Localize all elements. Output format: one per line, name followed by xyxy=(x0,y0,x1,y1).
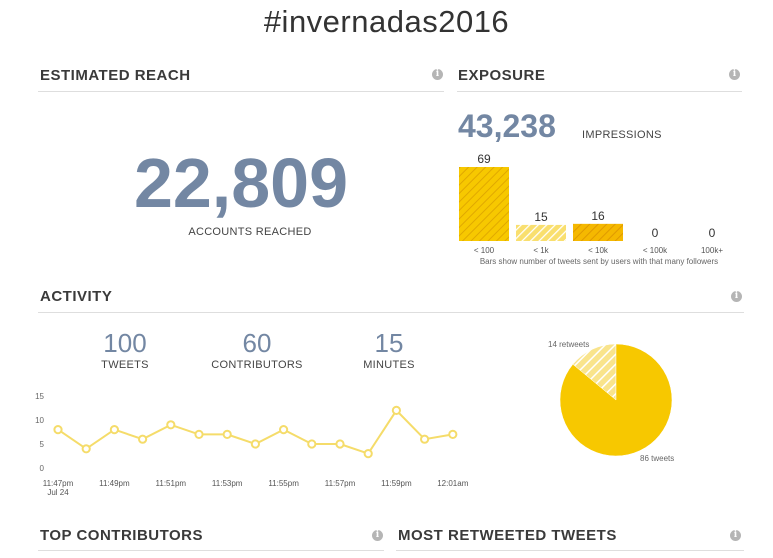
data-point[interactable] xyxy=(250,439,260,449)
bar-value-label: 15 xyxy=(534,210,548,224)
data-point[interactable] xyxy=(138,434,148,444)
estimated-reach-heading: ESTIMATED REACH xyxy=(40,67,191,84)
x-tick-label: 11:53pm xyxy=(212,479,243,488)
pie-slice-86-tweets[interactable] xyxy=(559,343,673,457)
data-point[interactable] xyxy=(222,429,232,440)
x-sub-tick-label: Jul 24 xyxy=(47,488,69,497)
data-point[interactable] xyxy=(363,449,373,459)
bar-value-label: 69 xyxy=(477,152,491,166)
data-point[interactable] xyxy=(194,429,204,440)
y-tick-label: 15 xyxy=(35,392,44,401)
exposure-info-icon[interactable]: i xyxy=(729,69,740,80)
tweets-count: 100 xyxy=(103,328,147,358)
data-point[interactable] xyxy=(279,425,289,435)
top-contributors-divider xyxy=(38,550,384,551)
most-retweeted-info-icon[interactable]: i xyxy=(730,530,741,541)
estimated-reach-info-icon[interactable]: i xyxy=(432,69,443,80)
minutes-label: MINUTES xyxy=(363,359,415,371)
bar-value-label: 16 xyxy=(591,209,605,223)
bar-value-label: 0 xyxy=(709,226,716,240)
bar-1k[interactable] xyxy=(516,224,566,241)
data-point[interactable] xyxy=(448,429,458,440)
tweets-label: TWEETS xyxy=(101,359,149,371)
data-point[interactable] xyxy=(307,439,317,449)
x-tick-label: 11:57pm xyxy=(325,479,356,488)
bar-category-label: < 100 xyxy=(474,246,495,255)
exposure-divider xyxy=(457,91,742,92)
x-tick-label: 11:59pm xyxy=(381,479,412,488)
pie-label-retweets: 14 retweets xyxy=(548,340,589,349)
exposure-note: Bars show number of tweets sent by users… xyxy=(480,257,718,266)
bar-category-label: < 1k xyxy=(533,246,549,255)
contributors-label: CONTRIBUTORS xyxy=(211,359,303,371)
impressions-value: 43,238 xyxy=(458,108,556,144)
data-point[interactable] xyxy=(391,405,401,415)
pie-label-tweets: 86 tweets xyxy=(640,454,674,463)
x-tick-label: 11:55pm xyxy=(268,479,299,488)
data-point[interactable] xyxy=(53,425,63,435)
x-tick-label: 11:47pm xyxy=(43,479,74,488)
bar-category-label: 100k+ xyxy=(701,246,723,255)
most-retweeted-divider xyxy=(396,550,744,551)
followers-bar-chart: 69 < 100 15 < 1k 16 < 10k 0 < 100k 0 100k+ Bars s… xyxy=(459,152,723,266)
data-point[interactable] xyxy=(166,420,176,430)
bar-10k[interactable] xyxy=(573,223,623,241)
most-retweeted-heading: MOST RETWEETED TWEETS xyxy=(398,527,617,544)
x-tick-label: 12:01am xyxy=(437,479,468,488)
reach-caption: ACCOUNTS REACHED xyxy=(188,226,312,238)
bar-value-label: 0 xyxy=(652,226,659,240)
bar-100[interactable] xyxy=(459,167,509,241)
impressions-label: IMPRESSIONS xyxy=(582,129,662,141)
activity-line-chart: 0 5 10 15 11:47pm 11:49pm 11:51pm 11:53pm 11:55… xyxy=(35,392,469,497)
activity-divider xyxy=(38,312,744,313)
minutes-count: 15 xyxy=(374,328,404,358)
top-contributors-info-icon[interactable]: i xyxy=(372,530,383,541)
activity-info-icon[interactable]: i xyxy=(731,291,742,302)
bar-category-label: < 10k xyxy=(588,246,609,255)
estimated-reach-divider xyxy=(38,91,444,92)
data-point[interactable] xyxy=(81,444,91,454)
bar-category-label: < 100k xyxy=(643,246,668,255)
data-point[interactable] xyxy=(420,434,430,444)
activity-heading: ACTIVITY xyxy=(40,288,113,305)
y-tick-label: 10 xyxy=(35,416,44,425)
exposure-heading: EXPOSURE xyxy=(458,67,546,84)
x-tick-label: 11:51pm xyxy=(156,479,187,488)
y-tick-label: 0 xyxy=(40,464,45,473)
page-title: #invernadas2016 xyxy=(263,4,510,39)
y-tick-label: 5 xyxy=(40,440,45,449)
x-tick-label: 11:49pm xyxy=(99,479,130,488)
data-point[interactable] xyxy=(335,439,345,449)
reach-value: 22,809 xyxy=(133,144,349,222)
tweet-type-pie-chart: 14 retweets 86 tweets xyxy=(548,340,674,463)
contributors-count: 60 xyxy=(242,328,272,358)
data-point[interactable] xyxy=(109,425,120,435)
top-contributors-heading: TOP CONTRIBUTORS xyxy=(40,527,204,544)
